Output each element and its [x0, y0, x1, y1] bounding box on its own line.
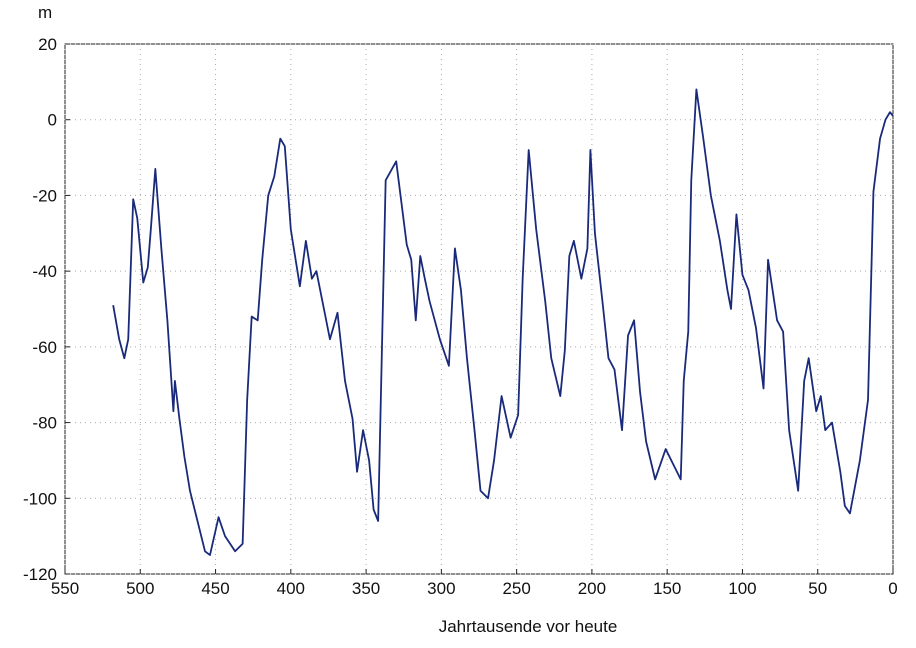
- y-tick-label: -20: [32, 186, 57, 205]
- x-tick-label: 50: [808, 579, 827, 598]
- y-tick-label: -40: [32, 262, 57, 281]
- plot-frame: [64, 43, 894, 575]
- y-tick-label: 0: [48, 111, 57, 130]
- x-tick-label: 150: [653, 579, 681, 598]
- y-tick-label: -120: [23, 565, 57, 584]
- x-tick-label: 100: [728, 579, 756, 598]
- line: [112, 88, 894, 556]
- x-tick-label: 500: [126, 579, 154, 598]
- y-tick-label: -100: [23, 489, 57, 508]
- y-tick-label: 20: [38, 35, 57, 54]
- x-tick-label: 400: [277, 579, 305, 598]
- x-tick-label: 350: [352, 579, 380, 598]
- x-tick-label: 0: [888, 579, 897, 598]
- x-tick-label: 200: [578, 579, 606, 598]
- x-tick-label: 300: [427, 579, 455, 598]
- x-axis-label: Jahrtausende vor heute: [439, 617, 618, 636]
- y-tick-label: -60: [32, 338, 57, 357]
- x-tick-label: 450: [201, 579, 229, 598]
- y-unit: m: [38, 3, 52, 22]
- x-tick-label: 250: [502, 579, 530, 598]
- x-tick-label: 550: [51, 579, 79, 598]
- y-tick-label: -80: [32, 414, 57, 433]
